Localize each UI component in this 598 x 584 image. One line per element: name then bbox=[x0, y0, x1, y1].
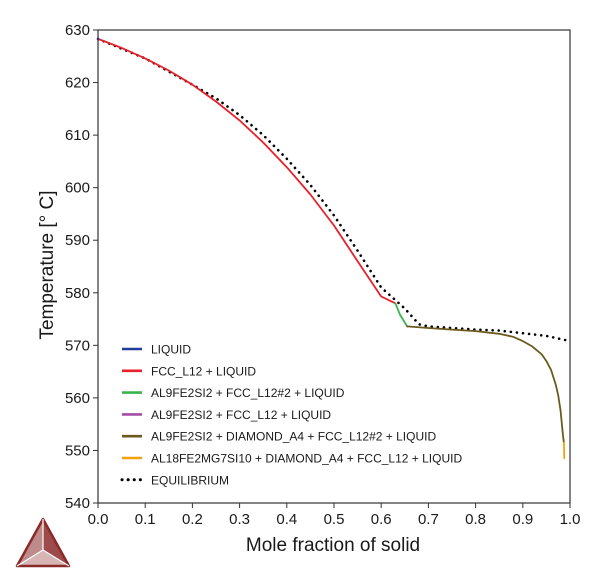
x-tick-label: 0.1 bbox=[135, 511, 156, 528]
x-tick-label: 0.4 bbox=[276, 511, 297, 528]
legend-label: EQUILIBRIUM bbox=[151, 473, 229, 487]
logo-facet bbox=[17, 550, 69, 566]
x-tick-label: 0.7 bbox=[418, 511, 439, 528]
x-tick-label: 0.5 bbox=[324, 511, 345, 528]
y-tick-label: 580 bbox=[65, 285, 90, 302]
y-tick-label: 630 bbox=[65, 22, 90, 39]
tick-layer: 0.0 0.1 0.2 0.3 0.4 0.5 0.6 0.7 0.8 0.9 1.0 540 550 5… bbox=[65, 22, 580, 528]
y-tick-label: 570 bbox=[65, 337, 90, 354]
x-tick-label: 0.9 bbox=[512, 511, 533, 528]
legend-label: LIQUID bbox=[151, 343, 191, 357]
series-line-6 bbox=[96, 37, 572, 343]
x-tick-label: 0.8 bbox=[465, 511, 486, 528]
series-line-4 bbox=[406, 325, 565, 444]
legend-label: AL18FE2MG7SI10 + DIAMOND_A4 + FCC_L12 + … bbox=[151, 452, 462, 466]
x-tick-label: 0.2 bbox=[182, 511, 203, 528]
x-tick-label: 0.0 bbox=[88, 511, 109, 528]
logo-facet bbox=[43, 519, 69, 566]
y-tick-label: 590 bbox=[65, 232, 90, 249]
legend: LIQUID FCC_L12 + LIQUID AL9FE2SI2 + FCC_L1… bbox=[120, 343, 462, 487]
y-tick-label: 550 bbox=[65, 442, 90, 459]
x-tick-label: 1.0 bbox=[560, 511, 581, 528]
thermo-calc-logo bbox=[15, 517, 71, 568]
legend-label: AL9FE2SI2 + FCC_L12#2 + LIQUID bbox=[151, 386, 345, 400]
legend-label: AL9FE2SI2 + DIAMOND_A4 + FCC_L12#2 + LIQ… bbox=[151, 430, 436, 444]
y-tick-label: 600 bbox=[65, 180, 90, 197]
series-layer bbox=[96, 37, 572, 460]
y-tick-label: 560 bbox=[65, 390, 90, 407]
x-tick-label: 0.3 bbox=[229, 511, 250, 528]
y-tick-label: 540 bbox=[65, 495, 90, 512]
x-axis-title: Mole fraction of solid bbox=[246, 535, 420, 556]
x-tick-label: 0.6 bbox=[371, 511, 392, 528]
series-line-2 bbox=[394, 302, 409, 328]
legend-label: FCC_L12 + LIQUID bbox=[151, 364, 256, 378]
logo-edge bbox=[42, 549, 70, 567]
y-axis-title: Temperature [° C] bbox=[37, 190, 58, 339]
series-line-1 bbox=[97, 38, 397, 305]
series-line-0 bbox=[97, 38, 100, 41]
legend-label: AL9FE2SI2 + FCC_L12 + LIQUID bbox=[151, 408, 331, 422]
y-tick-label: 610 bbox=[65, 127, 90, 144]
y-tick-label: 620 bbox=[65, 75, 90, 92]
logo-edge bbox=[16, 549, 44, 567]
logo-facet bbox=[17, 519, 43, 566]
